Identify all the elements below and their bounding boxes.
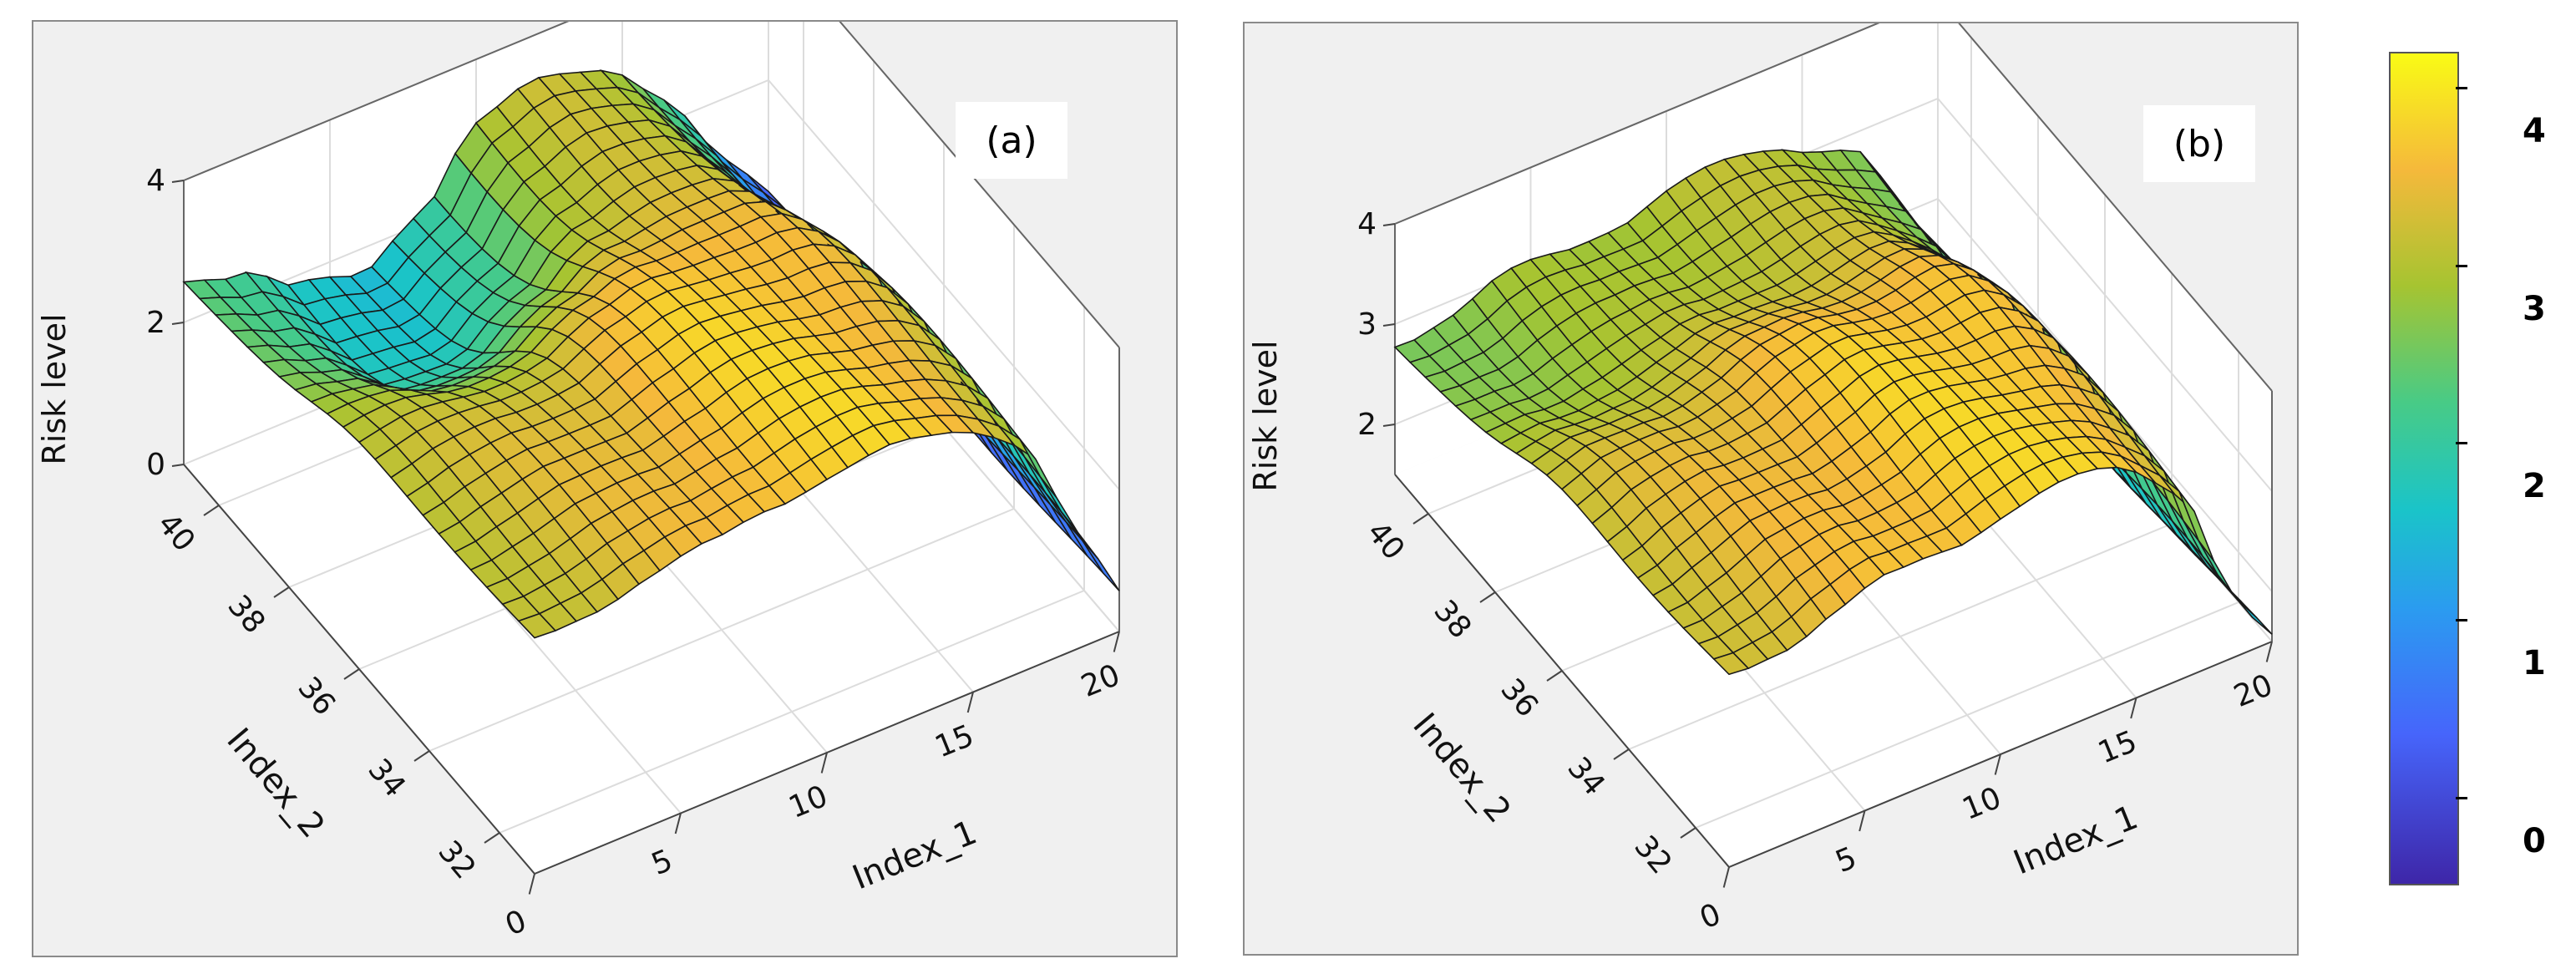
z-tick-mark	[171, 322, 185, 325]
colorbar-tick-label: 0	[2523, 821, 2546, 860]
y-tick-mark	[413, 750, 430, 762]
y-tick-label: 32	[1627, 829, 1678, 880]
y-tick-label: 34	[1560, 751, 1611, 802]
x-tick-mark	[1858, 810, 1866, 832]
x-tick-label: 20	[2229, 668, 2278, 714]
y-tick-mark	[1412, 513, 1429, 525]
y-tick-label: 40	[1360, 515, 1411, 566]
y-tick-mark	[203, 505, 220, 516]
y-axis-label: Index_2	[1405, 706, 1518, 830]
y-tick-label: 38	[221, 589, 271, 640]
x-tick-label: 10	[1958, 781, 2006, 827]
z-tick-mark	[1382, 223, 1396, 226]
z-tick-label: 4	[1357, 207, 1377, 241]
x-tick-label: 0	[1695, 897, 1726, 936]
z-tick-label: 2	[1357, 408, 1377, 442]
x-tick-label: 10	[784, 779, 833, 825]
x-tick-mark	[1113, 631, 1120, 652]
x-tick-mark	[528, 873, 535, 895]
y-tick-mark	[1479, 591, 1496, 603]
x-tick-label: 0	[500, 904, 531, 943]
colorbar-tick-label: 2	[2523, 467, 2546, 506]
colorbar-tick-mark	[2456, 442, 2467, 445]
grid-line-z	[183, 79, 1120, 490]
z-tick-label: 0	[146, 448, 165, 482]
y-tick-label: 38	[1427, 594, 1478, 645]
y-tick-mark	[484, 832, 500, 844]
z-tick-label: 4	[146, 164, 165, 198]
y-tick-mark	[273, 586, 290, 598]
x-tick-label: 5	[1831, 841, 1862, 880]
grid-line-y	[1695, 352, 2239, 829]
y-tick-mark	[1546, 670, 1563, 682]
x-tick-mark	[2265, 641, 2273, 662]
x-tick-mark	[820, 752, 828, 774]
colorbar-tick-mark	[2456, 619, 2467, 622]
colorbar-tick-mark	[2456, 87, 2467, 90]
surface-plot-b: 0 5 10 15 20 32 34 36 38 40 2 3 4 Index_1 Index_2 Risk …	[1243, 22, 2299, 956]
x-axis-label: Index_1	[2008, 798, 2142, 882]
z-tick-mark	[171, 180, 185, 183]
axis-box-top	[1394, 23, 2273, 392]
y-tick-label: 32	[431, 834, 482, 885]
panel-label-b: (b)	[2143, 105, 2255, 182]
surface-patch	[2236, 599, 2273, 635]
colorbar-tick-label: 3	[2523, 289, 2546, 328]
x-tick-mark	[1722, 866, 1730, 888]
y-axis-label: Index_2	[219, 721, 332, 845]
surface-plot-a: 0 5 10 15 20 32 34 36 38 40 0 2 4 Index_1 Index_2 Risk …	[32, 20, 1178, 957]
z-tick-mark	[1382, 424, 1396, 427]
x-axis-label: Index_1	[847, 813, 981, 897]
x-tick-mark	[2130, 697, 2137, 719]
colorbar-tick-mark	[2456, 796, 2467, 799]
z-tick-mark	[171, 464, 185, 467]
y-tick-mark	[343, 668, 360, 680]
colorbar-tick-label: 1	[2523, 644, 2546, 683]
y-tick-mark	[1680, 827, 1696, 839]
colorbar	[2389, 52, 2459, 885]
x-tick-mark	[966, 692, 974, 713]
y-tick-label: 34	[361, 753, 412, 804]
y-tick-label: 36	[1493, 672, 1544, 723]
colorbar-tick-label: 4	[2523, 112, 2546, 151]
x-tick-label: 5	[647, 844, 677, 883]
x-tick-label: 15	[2093, 724, 2142, 770]
colorbar-tick-mark	[2456, 264, 2467, 267]
z-axis-label: Risk level	[1247, 340, 1284, 491]
surface-patch	[1082, 540, 1120, 591]
x-tick-mark	[1994, 753, 2001, 775]
z-tick-label: 2	[146, 306, 165, 340]
x-tick-mark	[674, 813, 682, 834]
z-tick-mark	[1382, 323, 1396, 327]
plot-canvas-a: 0 5 10 15 20 32 34 36 38 40 0 2 4 Index_1 Index_2 Risk …	[36, 22, 1125, 943]
y-tick-label: 40	[150, 507, 201, 558]
z-tick-label: 3	[1357, 307, 1377, 342]
axis-box-top	[183, 22, 1120, 348]
z-axis-label: Risk level	[36, 313, 73, 464]
y-tick-label: 36	[291, 671, 342, 722]
panel-label-a: (a)	[956, 102, 1067, 179]
x-tick-label: 20	[1077, 658, 1125, 704]
x-tick-label: 15	[931, 718, 979, 764]
y-tick-mark	[1613, 748, 1630, 760]
plot-canvas-b: 051015203234363840234Index_1Index_2Risk …	[1247, 23, 2278, 936]
